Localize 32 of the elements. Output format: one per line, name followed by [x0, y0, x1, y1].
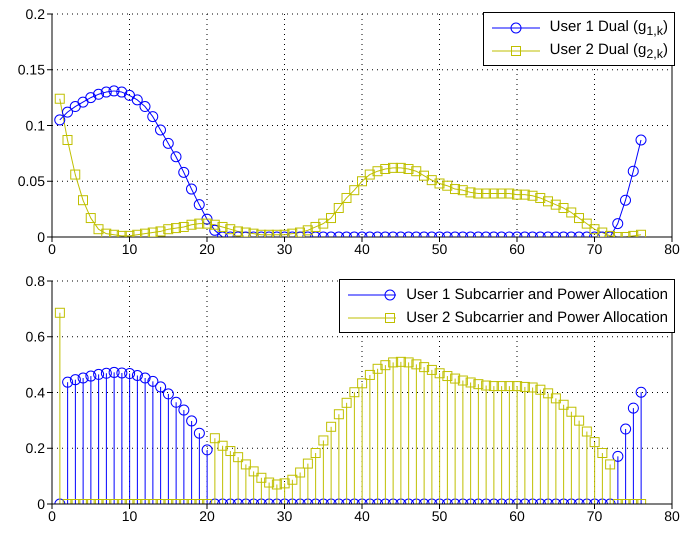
- y-tick-label: 0.6: [26, 328, 46, 345]
- x-tick-label: 10: [122, 508, 138, 524]
- x-tick-label: 30: [276, 240, 292, 257]
- x-tick-label: 80: [664, 508, 680, 524]
- x-tick-label: 10: [122, 240, 138, 257]
- x-tick-label: 60: [509, 240, 525, 257]
- x-tick-label: 70: [586, 240, 602, 257]
- y-tick-label: 0: [37, 496, 46, 512]
- legend-label: User 2 Subcarrier and Power Allocation: [406, 309, 668, 326]
- legend-label: User 1 Dual (g$_{1,k}$): [550, 18, 668, 38]
- y-tick-label: 0.2: [26, 440, 46, 456]
- x-tick-label: 20: [199, 240, 215, 257]
- x-tick-label: 0: [48, 508, 56, 524]
- x-tick-label: 0: [48, 240, 56, 257]
- legend-label: User 2 Dual (g$_{2,k}$): [550, 40, 668, 60]
- y-tick-label: 0.8: [26, 272, 46, 289]
- x-tick-label: 30: [276, 508, 292, 524]
- legend-label: User 1 Subcarrier and Power Allocation: [406, 286, 668, 303]
- y-tick-label: 0: [37, 228, 46, 245]
- x-tick-label: 80: [664, 240, 680, 257]
- y-tick-label: 0.2: [26, 6, 46, 22]
- x-tick-label: 20: [199, 508, 215, 524]
- y-tick-label: 0.15: [18, 62, 46, 78]
- x-tick-label: 40: [354, 508, 370, 524]
- y-tick-label: 0.05: [18, 173, 46, 190]
- x-tick-label: 70: [586, 508, 602, 524]
- x-tick-label: 60: [509, 508, 525, 524]
- y-tick-label: 0.1: [26, 117, 46, 134]
- x-tick-label: 40: [354, 240, 370, 257]
- x-tick-label: 50: [432, 508, 448, 524]
- x-tick-label: 50: [432, 240, 448, 257]
- y-tick-label: 0.4: [26, 384, 46, 400]
